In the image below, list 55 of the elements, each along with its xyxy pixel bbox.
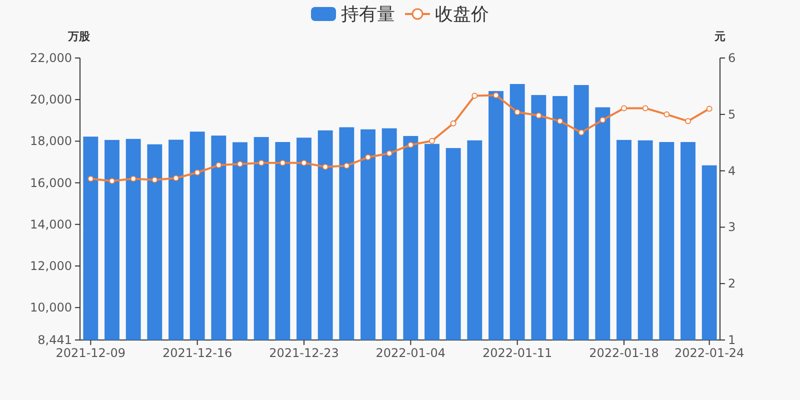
point xyxy=(493,92,499,98)
point xyxy=(130,176,136,182)
point xyxy=(450,120,456,126)
point xyxy=(88,176,94,182)
point xyxy=(621,105,627,112)
x-tick-label: 2021-12-16 xyxy=(162,346,232,360)
point xyxy=(216,162,222,168)
legend-label: 收盘价 xyxy=(435,4,489,25)
point xyxy=(557,118,563,124)
point xyxy=(344,162,350,169)
point xyxy=(322,164,328,170)
y-tick-label: 16,000 xyxy=(30,176,72,190)
y-tick-label: 10,000 xyxy=(30,300,72,315)
point xyxy=(386,150,392,156)
y2-axis-title: 元 xyxy=(714,30,726,43)
y-tick-label: 12,000 xyxy=(30,258,72,273)
point xyxy=(642,105,648,112)
y-tick-label: 18,000 xyxy=(30,134,72,148)
x-tick-label: 2022-01-18 xyxy=(589,346,659,360)
point xyxy=(664,111,670,118)
point xyxy=(429,138,435,144)
y-tick-label: 14,000 xyxy=(30,217,72,232)
point xyxy=(706,106,712,112)
point xyxy=(536,112,542,119)
point xyxy=(514,109,520,116)
point xyxy=(301,160,307,166)
point xyxy=(109,178,115,184)
y-axis-title: 万股 xyxy=(67,30,91,43)
y2-tick-label: 5 xyxy=(728,107,736,122)
x-tick-label: 2021-12-09 xyxy=(56,346,126,360)
point xyxy=(472,92,478,99)
point xyxy=(280,160,286,166)
y-tick-label: 22,000 xyxy=(30,51,72,65)
point xyxy=(173,175,179,182)
y-tick-label: 8,441 xyxy=(38,333,72,347)
x-tick-label: 2022-01-04 xyxy=(376,346,446,360)
y2-tick-label: 3 xyxy=(728,220,736,234)
point xyxy=(194,169,200,176)
point xyxy=(600,117,606,124)
y2-tick-label: 1 xyxy=(728,333,736,347)
point xyxy=(258,160,264,166)
y2-tick-label: 4 xyxy=(728,164,736,178)
point xyxy=(237,161,243,168)
x-tick-label: 2022-01-11 xyxy=(482,346,552,360)
x-tick-label: 2022-01-24 xyxy=(674,346,744,360)
y-tick-label: 20,000 xyxy=(30,92,72,107)
point xyxy=(685,118,691,124)
legend-label: 持有量 xyxy=(341,4,395,25)
y2-tick-label: 6 xyxy=(728,51,736,65)
point xyxy=(365,154,371,160)
y2-tick-label: 2 xyxy=(728,276,736,291)
point xyxy=(578,129,584,136)
point xyxy=(408,142,414,148)
x-tick-label: 2021-12-23 xyxy=(269,346,339,360)
point xyxy=(152,176,158,183)
